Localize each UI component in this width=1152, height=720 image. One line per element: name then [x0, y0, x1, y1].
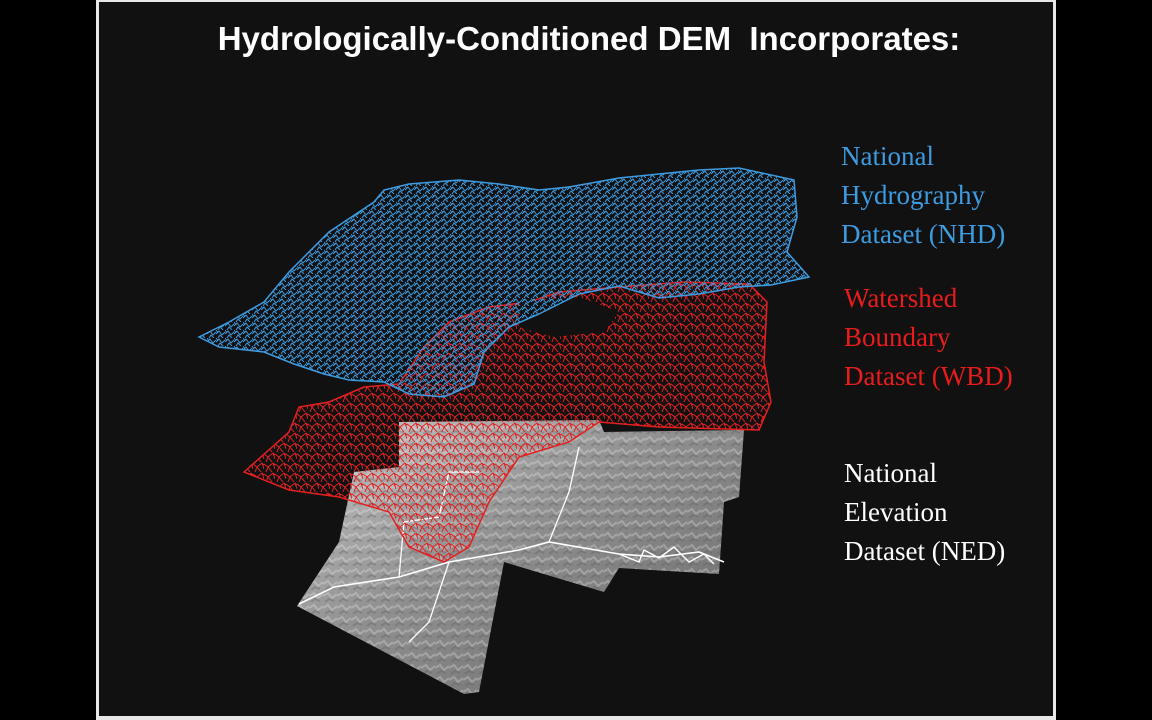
- legend-nhd: National Hydrography Dataset (NHD): [841, 137, 1005, 254]
- slide-title: Hydrologically-Conditioned DEM Incorpora…: [217, 20, 961, 57]
- layer-stack-figure: [197, 167, 811, 694]
- legend-ned-line-1: National: [844, 458, 937, 488]
- legend-wbd: Watershed Boundary Dataset (WBD): [844, 279, 1013, 396]
- nhd-hydrography-layer: [197, 167, 811, 398]
- legend-ned-line-2: Elevation: [844, 497, 948, 527]
- legend-wbd-line-1: Watershed: [844, 283, 958, 313]
- legend-wbd-line-3: Dataset (WBD): [844, 361, 1013, 391]
- slide: Hydrologically-Conditioned DEM Incorpora…: [96, 0, 1056, 720]
- legend-wbd-line-2: Boundary: [844, 322, 951, 352]
- legend-nhd-line-3: Dataset (NHD): [841, 219, 1006, 249]
- legend-ned-line-3: Dataset (NED): [844, 536, 1006, 566]
- legend-ned: National Elevation Dataset (NED): [844, 454, 1005, 571]
- legend-nhd-line-2: Hydrography: [841, 180, 985, 210]
- legend-nhd-line-1: National: [841, 141, 934, 171]
